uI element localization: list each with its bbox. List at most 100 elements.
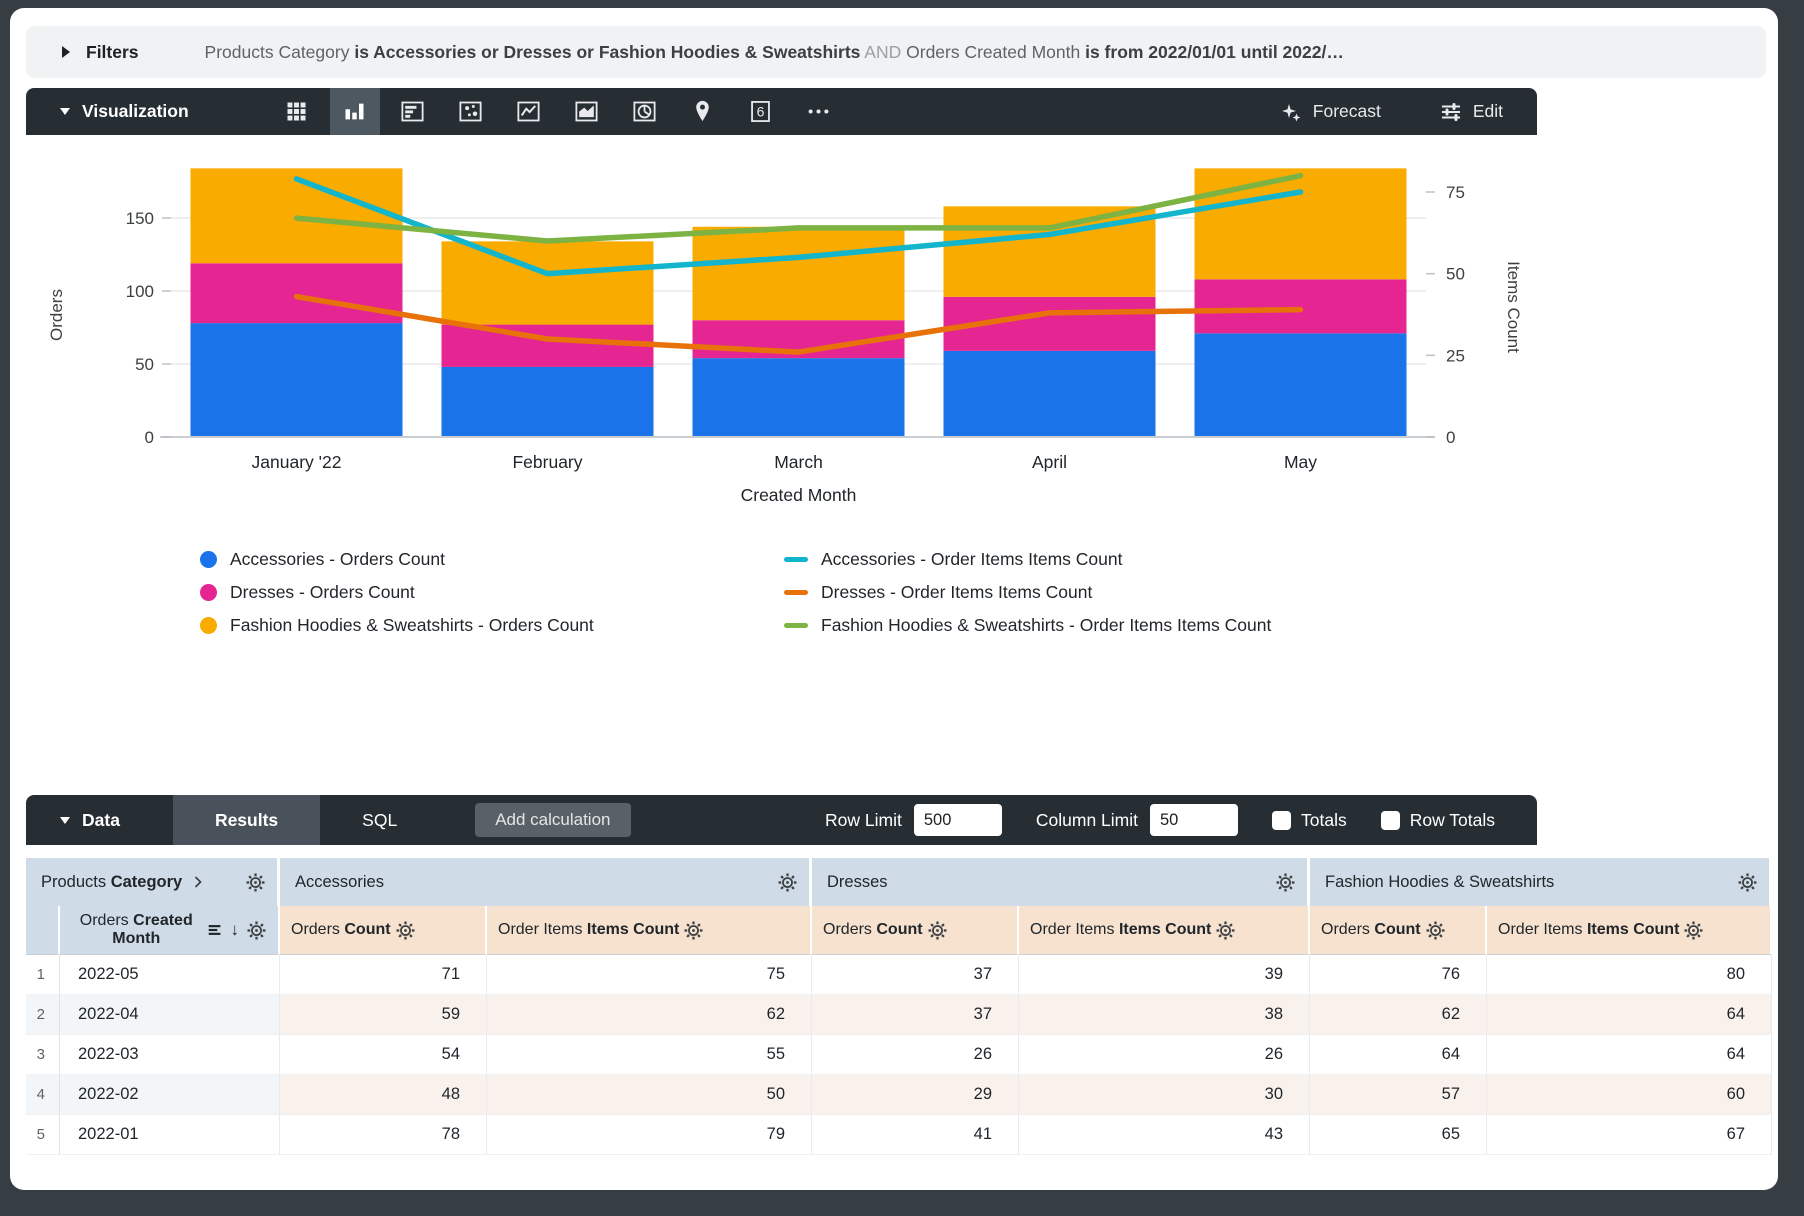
- measure-value-cell[interactable]: 76: [1310, 955, 1488, 995]
- filters-bar[interactable]: Filters Products Category is Accessories…: [26, 26, 1766, 78]
- collapse-data-icon[interactable]: [60, 816, 70, 824]
- measure-value-cell[interactable]: 59: [280, 995, 487, 1035]
- gear-icon[interactable]: [1425, 920, 1446, 941]
- measure-value-cell[interactable]: 37: [812, 955, 1020, 995]
- add-calculation-button[interactable]: Add calculation: [475, 803, 631, 837]
- map-chart-button[interactable]: [678, 88, 728, 135]
- column-limit-input[interactable]: [1150, 804, 1238, 836]
- measure-value-cell[interactable]: 30: [1019, 1075, 1311, 1115]
- gear-icon[interactable]: [246, 920, 267, 941]
- measure-value-cell[interactable]: 60: [1487, 1075, 1772, 1115]
- dimension-value-cell[interactable]: 2022-04: [60, 995, 280, 1035]
- measure-value-cell[interactable]: 79: [487, 1115, 813, 1155]
- measure-value-cell[interactable]: 65: [1310, 1115, 1488, 1155]
- dimension-value-cell[interactable]: 2022-01: [60, 1115, 280, 1155]
- measure-column-header[interactable]: Order Items Items Count: [487, 906, 813, 955]
- gear-icon[interactable]: [245, 872, 266, 893]
- gear-icon[interactable]: [1275, 872, 1296, 893]
- measure-column-header[interactable]: Orders Count: [812, 906, 1020, 955]
- legend-item[interactable]: Fashion Hoodies & Sweatshirts - Order It…: [784, 609, 1271, 642]
- single-value-button[interactable]: 6: [736, 88, 786, 135]
- dimension-value-cell[interactable]: 2022-05: [60, 955, 280, 995]
- line-series[interactable]: [293, 172, 1304, 244]
- created-month-column-header[interactable]: Orders Created Month ↓: [60, 906, 280, 955]
- bar-chart-button[interactable]: [388, 88, 438, 135]
- measure-value-cell[interactable]: 80: [1487, 955, 1772, 995]
- combo-chart[interactable]: January '22 February March April May 0 50 100 15…: [26, 135, 1537, 515]
- measure-value-cell[interactable]: 55: [487, 1035, 813, 1075]
- line-chart-button[interactable]: [504, 88, 554, 135]
- gear-icon[interactable]: [927, 920, 948, 941]
- bar-segment[interactable]: [943, 350, 1156, 437]
- measure-value-cell[interactable]: 64: [1310, 1035, 1488, 1075]
- measure-value-cell[interactable]: 50: [487, 1075, 813, 1115]
- gear-icon[interactable]: [1683, 920, 1704, 941]
- expand-filters-icon[interactable]: [62, 46, 70, 58]
- legend-item[interactable]: Accessories - Order Items Items Count: [784, 543, 1271, 576]
- gear-icon[interactable]: [777, 872, 798, 893]
- measure-column-header[interactable]: Order Items Items Count: [1487, 906, 1772, 955]
- column-chart-button[interactable]: [329, 88, 380, 135]
- measure-column-header[interactable]: Orders Count: [1310, 906, 1488, 955]
- measure-value-cell[interactable]: 41: [812, 1115, 1020, 1155]
- measure-value-cell[interactable]: 62: [487, 995, 813, 1035]
- measure-value-cell[interactable]: 67: [1487, 1115, 1772, 1155]
- measure-value-cell[interactable]: 62: [1310, 995, 1488, 1035]
- row-limit-input[interactable]: [913, 804, 1002, 836]
- measure-value-cell[interactable]: 26: [812, 1035, 1020, 1075]
- row-totals-checkbox[interactable]: [1380, 810, 1400, 830]
- legend-item[interactable]: Dresses - Orders Count: [200, 576, 594, 609]
- collapse-visualization-icon[interactable]: [60, 108, 70, 115]
- area-chart-button[interactable]: [562, 88, 612, 135]
- totals-checkbox[interactable]: [1272, 810, 1291, 830]
- measure-value-cell[interactable]: 78: [280, 1115, 487, 1155]
- measure-value-cell[interactable]: 54: [280, 1035, 487, 1075]
- dimension-value-cell[interactable]: 2022-02: [60, 1075, 280, 1115]
- line-series[interactable]: [293, 176, 1304, 277]
- pivot-group-header[interactable]: Fashion Hoodies & Sweatshirts: [1310, 858, 1772, 906]
- forecast-button[interactable]: Forecast: [1273, 99, 1387, 125]
- filters-summary[interactable]: Products Category is Accessories or Dres…: [205, 42, 1374, 63]
- sort-descending-icon[interactable]: ↓: [230, 920, 240, 939]
- measure-column-header[interactable]: Orders Count: [280, 906, 487, 955]
- legend-item[interactable]: Fashion Hoodies & Sweatshirts - Orders C…: [200, 609, 594, 642]
- bar-segment[interactable]: [441, 366, 654, 437]
- gear-icon[interactable]: [1737, 872, 1758, 893]
- subtotals-icon[interactable]: [206, 921, 224, 939]
- pivot-group-header[interactable]: Dresses: [812, 858, 1311, 906]
- bar-segment[interactable]: [441, 241, 654, 325]
- bar-segment[interactable]: [692, 226, 905, 321]
- measure-value-cell[interactable]: 43: [1019, 1115, 1311, 1155]
- measure-value-cell[interactable]: 48: [280, 1075, 487, 1115]
- measure-value-cell[interactable]: 71: [280, 955, 487, 995]
- pivot-group-header[interactable]: Accessories: [280, 858, 813, 906]
- gear-icon[interactable]: [395, 920, 416, 941]
- dimension-group-header[interactable]: Products Category: [26, 858, 280, 906]
- bar-segment[interactable]: [441, 324, 654, 367]
- measure-value-cell[interactable]: 39: [1019, 955, 1311, 995]
- table-chart-button[interactable]: [272, 88, 322, 135]
- more-viz-options-button[interactable]: [794, 88, 844, 135]
- measure-value-cell[interactable]: 29: [812, 1075, 1020, 1115]
- bar-segment[interactable]: [1194, 279, 1407, 334]
- measure-value-cell[interactable]: 37: [812, 995, 1020, 1035]
- legend-item[interactable]: Accessories - Orders Count: [200, 543, 594, 576]
- scatter-chart-button[interactable]: [446, 88, 496, 135]
- measure-value-cell[interactable]: 75: [487, 955, 813, 995]
- bar-segment[interactable]: [190, 263, 403, 324]
- dimension-value-cell[interactable]: 2022-03: [60, 1035, 280, 1075]
- gear-icon[interactable]: [683, 920, 704, 941]
- measure-value-cell[interactable]: 57: [1310, 1075, 1488, 1115]
- tab-sql[interactable]: SQL: [362, 810, 398, 830]
- legend-item[interactable]: Dresses - Order Items Items Count: [784, 576, 1271, 609]
- line-series[interactable]: [293, 293, 1304, 355]
- measure-column-header[interactable]: Order Items Items Count: [1019, 906, 1311, 955]
- bar-segment[interactable]: [1194, 333, 1407, 437]
- bar-segment[interactable]: [692, 358, 905, 437]
- measure-value-cell[interactable]: 26: [1019, 1035, 1311, 1075]
- tab-results[interactable]: Results: [172, 795, 321, 845]
- pie-chart-button[interactable]: [620, 88, 670, 135]
- bar-segment[interactable]: [190, 323, 403, 437]
- measure-value-cell[interactable]: 38: [1019, 995, 1311, 1035]
- measure-value-cell[interactable]: 64: [1487, 1035, 1772, 1075]
